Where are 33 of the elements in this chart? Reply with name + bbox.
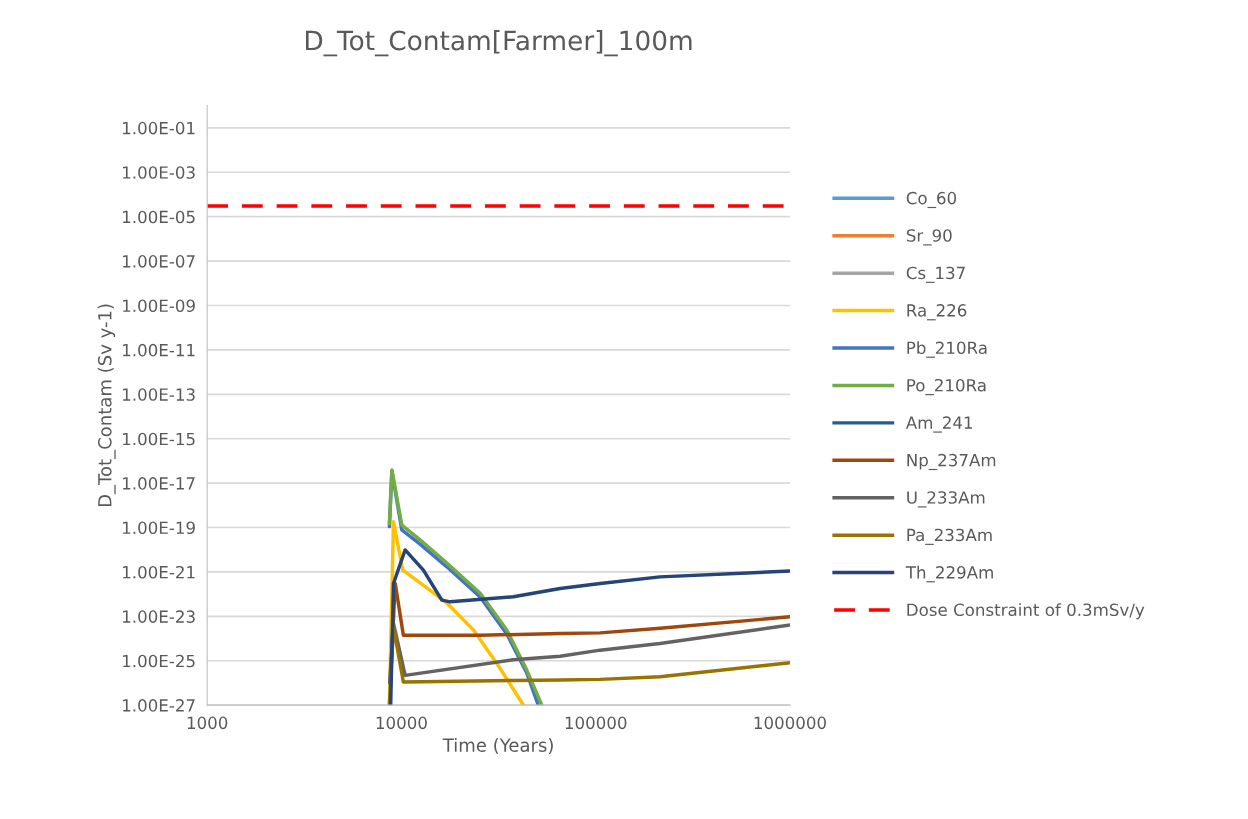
legend-label: Pa_233Am bbox=[907, 528, 992, 545]
legend-label: Np_237Am bbox=[907, 453, 996, 471]
y-tick-label: 1.00E-21 bbox=[123, 565, 195, 579]
y-axis-title: D_Tot_Contam (Sv y-1) bbox=[97, 304, 116, 507]
legend-label: Co_60 bbox=[906, 191, 957, 209]
y-tick-label: 1.00E-03 bbox=[123, 166, 195, 179]
legend-label: Sr_90 bbox=[906, 229, 952, 246]
y-tick-label: 1.00E-15 bbox=[123, 432, 195, 446]
legend-label: Ra_226 bbox=[907, 304, 967, 321]
legend-label: Cs_137 bbox=[906, 266, 965, 283]
x-tick-label: 1000 bbox=[187, 716, 228, 730]
y-tick-label: 1.00E-07 bbox=[123, 255, 195, 268]
y-tick-label: 1.00E-09 bbox=[123, 299, 195, 313]
legend-label: Th_229Am bbox=[905, 565, 993, 583]
y-tick-label: 1.00E-19 bbox=[123, 521, 195, 535]
y-tick-label: 1.00E-17 bbox=[123, 477, 195, 490]
y-tick-label: 1.00E-27 bbox=[123, 699, 195, 712]
legend-label: Po_210Ra bbox=[907, 378, 986, 396]
y-tick-label: 1.00E-25 bbox=[123, 654, 195, 668]
legend-label: Dose Constraint of 0.3mSv/y bbox=[907, 603, 1145, 620]
x-tick-label: 10000 bbox=[376, 716, 427, 730]
y-tick-label: 1.00E-05 bbox=[123, 210, 195, 224]
legend-label: U_233Am bbox=[907, 491, 985, 508]
y-tick-label: 1.00E-13 bbox=[123, 388, 195, 401]
x-tick-label: 1000000 bbox=[754, 716, 826, 730]
legend-label: Am_241 bbox=[905, 416, 973, 433]
y-tick-label: 1.00E-23 bbox=[123, 610, 195, 623]
y-tick-label: 1.00E-11 bbox=[123, 343, 195, 357]
chart-title: D_Tot_Contam[Farmer]_100m bbox=[306, 30, 692, 57]
y-tick-label: 1.00E-01 bbox=[123, 121, 195, 135]
legend-label: Pb_210Ra bbox=[907, 341, 987, 358]
x-axis-title: Time (Years) bbox=[442, 737, 553, 755]
x-tick-label: 100000 bbox=[565, 716, 627, 730]
